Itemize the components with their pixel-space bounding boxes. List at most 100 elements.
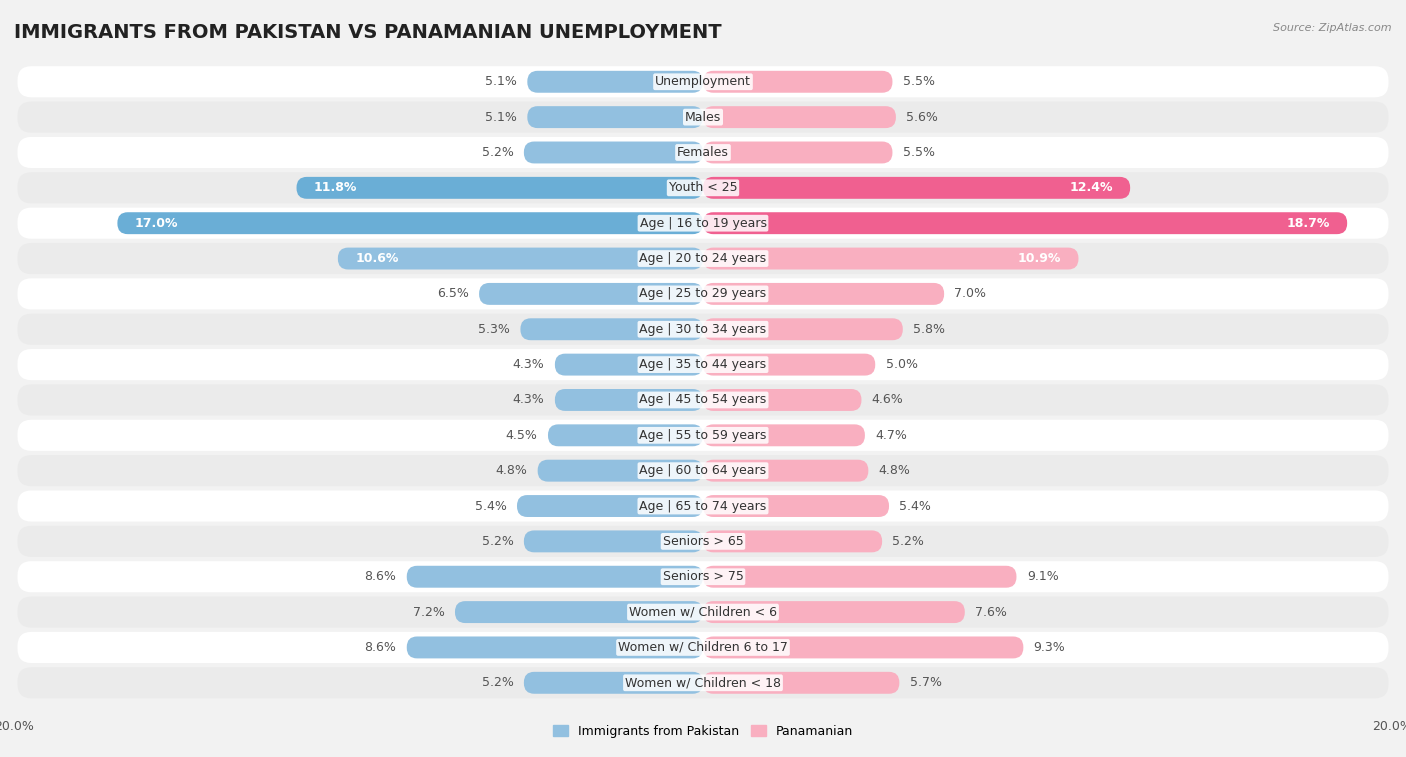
- FancyBboxPatch shape: [17, 101, 1389, 132]
- FancyBboxPatch shape: [406, 637, 703, 659]
- FancyBboxPatch shape: [527, 106, 703, 128]
- Text: 5.1%: 5.1%: [485, 75, 517, 89]
- Text: 5.5%: 5.5%: [903, 146, 935, 159]
- Text: 4.3%: 4.3%: [513, 394, 544, 407]
- FancyBboxPatch shape: [703, 177, 1130, 199]
- Text: Women w/ Children < 18: Women w/ Children < 18: [626, 676, 780, 690]
- FancyBboxPatch shape: [17, 632, 1389, 663]
- Text: Females: Females: [678, 146, 728, 159]
- FancyBboxPatch shape: [517, 495, 703, 517]
- FancyBboxPatch shape: [703, 389, 862, 411]
- Text: 5.2%: 5.2%: [482, 146, 513, 159]
- Text: 5.3%: 5.3%: [478, 322, 510, 336]
- FancyBboxPatch shape: [527, 71, 703, 93]
- FancyBboxPatch shape: [703, 106, 896, 128]
- FancyBboxPatch shape: [479, 283, 703, 305]
- Text: 9.1%: 9.1%: [1026, 570, 1059, 583]
- Text: 8.6%: 8.6%: [364, 641, 396, 654]
- FancyBboxPatch shape: [17, 526, 1389, 557]
- FancyBboxPatch shape: [17, 313, 1389, 344]
- Text: 18.7%: 18.7%: [1286, 217, 1330, 229]
- Text: Males: Males: [685, 111, 721, 123]
- Text: 5.2%: 5.2%: [482, 535, 513, 548]
- FancyBboxPatch shape: [703, 248, 1078, 269]
- FancyBboxPatch shape: [456, 601, 703, 623]
- Text: Age | 45 to 54 years: Age | 45 to 54 years: [640, 394, 766, 407]
- Text: 4.3%: 4.3%: [513, 358, 544, 371]
- FancyBboxPatch shape: [703, 459, 869, 481]
- Text: Age | 20 to 24 years: Age | 20 to 24 years: [640, 252, 766, 265]
- Text: 4.8%: 4.8%: [879, 464, 911, 477]
- Text: 7.0%: 7.0%: [955, 288, 987, 301]
- FancyBboxPatch shape: [703, 672, 900, 693]
- Text: IMMIGRANTS FROM PAKISTAN VS PANAMANIAN UNEMPLOYMENT: IMMIGRANTS FROM PAKISTAN VS PANAMANIAN U…: [14, 23, 721, 42]
- Text: 5.2%: 5.2%: [482, 676, 513, 690]
- Legend: Immigrants from Pakistan, Panamanian: Immigrants from Pakistan, Panamanian: [547, 720, 859, 743]
- FancyBboxPatch shape: [406, 565, 703, 587]
- Text: 4.7%: 4.7%: [875, 428, 907, 442]
- Text: 8.6%: 8.6%: [364, 570, 396, 583]
- FancyBboxPatch shape: [17, 243, 1389, 274]
- Text: 11.8%: 11.8%: [314, 182, 357, 195]
- FancyBboxPatch shape: [555, 354, 703, 375]
- FancyBboxPatch shape: [524, 672, 703, 693]
- FancyBboxPatch shape: [17, 455, 1389, 486]
- FancyBboxPatch shape: [337, 248, 703, 269]
- Text: Age | 65 to 74 years: Age | 65 to 74 years: [640, 500, 766, 512]
- Text: Women w/ Children 6 to 17: Women w/ Children 6 to 17: [619, 641, 787, 654]
- Text: 10.6%: 10.6%: [356, 252, 398, 265]
- FancyBboxPatch shape: [537, 459, 703, 481]
- FancyBboxPatch shape: [17, 207, 1389, 238]
- FancyBboxPatch shape: [703, 354, 875, 375]
- FancyBboxPatch shape: [17, 420, 1389, 451]
- FancyBboxPatch shape: [17, 349, 1389, 380]
- Text: Women w/ Children < 6: Women w/ Children < 6: [628, 606, 778, 618]
- Text: 4.8%: 4.8%: [495, 464, 527, 477]
- FancyBboxPatch shape: [548, 425, 703, 447]
- Text: Unemployment: Unemployment: [655, 75, 751, 89]
- FancyBboxPatch shape: [17, 385, 1389, 416]
- FancyBboxPatch shape: [520, 318, 703, 340]
- Text: 17.0%: 17.0%: [135, 217, 179, 229]
- FancyBboxPatch shape: [297, 177, 703, 199]
- Text: 5.5%: 5.5%: [903, 75, 935, 89]
- Text: Youth < 25: Youth < 25: [669, 182, 737, 195]
- FancyBboxPatch shape: [17, 561, 1389, 592]
- FancyBboxPatch shape: [17, 667, 1389, 699]
- FancyBboxPatch shape: [17, 279, 1389, 310]
- Text: 5.2%: 5.2%: [893, 535, 924, 548]
- Text: 4.6%: 4.6%: [872, 394, 904, 407]
- Text: Age | 25 to 29 years: Age | 25 to 29 years: [640, 288, 766, 301]
- Text: Age | 16 to 19 years: Age | 16 to 19 years: [640, 217, 766, 229]
- Text: 7.6%: 7.6%: [976, 606, 1007, 618]
- Text: 5.8%: 5.8%: [912, 322, 945, 336]
- Text: Seniors > 75: Seniors > 75: [662, 570, 744, 583]
- Text: Source: ZipAtlas.com: Source: ZipAtlas.com: [1274, 23, 1392, 33]
- Text: 5.0%: 5.0%: [886, 358, 918, 371]
- FancyBboxPatch shape: [703, 637, 1024, 659]
- Text: 12.4%: 12.4%: [1070, 182, 1114, 195]
- FancyBboxPatch shape: [524, 531, 703, 553]
- Text: 6.5%: 6.5%: [437, 288, 468, 301]
- FancyBboxPatch shape: [703, 142, 893, 164]
- FancyBboxPatch shape: [703, 601, 965, 623]
- Text: 5.7%: 5.7%: [910, 676, 942, 690]
- FancyBboxPatch shape: [17, 137, 1389, 168]
- Text: 5.1%: 5.1%: [485, 111, 517, 123]
- FancyBboxPatch shape: [555, 389, 703, 411]
- FancyBboxPatch shape: [703, 565, 1017, 587]
- FancyBboxPatch shape: [703, 425, 865, 447]
- FancyBboxPatch shape: [703, 71, 893, 93]
- FancyBboxPatch shape: [703, 283, 945, 305]
- Text: Age | 60 to 64 years: Age | 60 to 64 years: [640, 464, 766, 477]
- Text: 7.2%: 7.2%: [413, 606, 444, 618]
- FancyBboxPatch shape: [17, 597, 1389, 628]
- Text: 5.4%: 5.4%: [900, 500, 931, 512]
- FancyBboxPatch shape: [703, 495, 889, 517]
- Text: 9.3%: 9.3%: [1033, 641, 1066, 654]
- Text: 5.4%: 5.4%: [475, 500, 506, 512]
- FancyBboxPatch shape: [17, 173, 1389, 204]
- FancyBboxPatch shape: [524, 142, 703, 164]
- FancyBboxPatch shape: [703, 212, 1347, 234]
- FancyBboxPatch shape: [117, 212, 703, 234]
